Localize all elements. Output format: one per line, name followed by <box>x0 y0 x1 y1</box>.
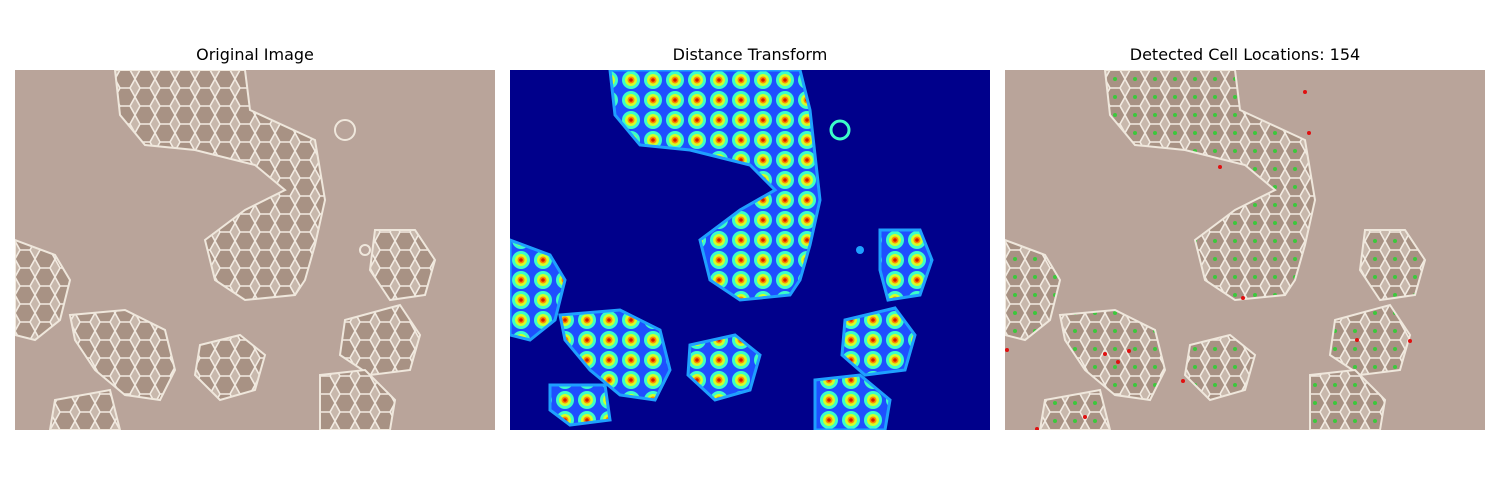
panel-original: Original Image <box>15 0 495 500</box>
panel-detected-title: Detected Cell Locations: 154 <box>1129 45 1361 64</box>
distance-transform-image <box>510 70 990 430</box>
original-image <box>15 70 495 430</box>
cell-clusters <box>15 70 437 430</box>
panel-detected: Detected Cell Locations: 154 <box>1005 0 1485 500</box>
panel-original-title: Original Image <box>196 45 314 64</box>
panel-distance: Distance Transform <box>510 0 990 500</box>
detected-cells-image <box>1005 70 1485 430</box>
panel-distance-title: Distance Transform <box>672 45 828 64</box>
red-markers <box>1005 90 1412 430</box>
heatmap-clusters <box>510 70 934 430</box>
cell-clusters-with-markers <box>1005 70 1427 430</box>
